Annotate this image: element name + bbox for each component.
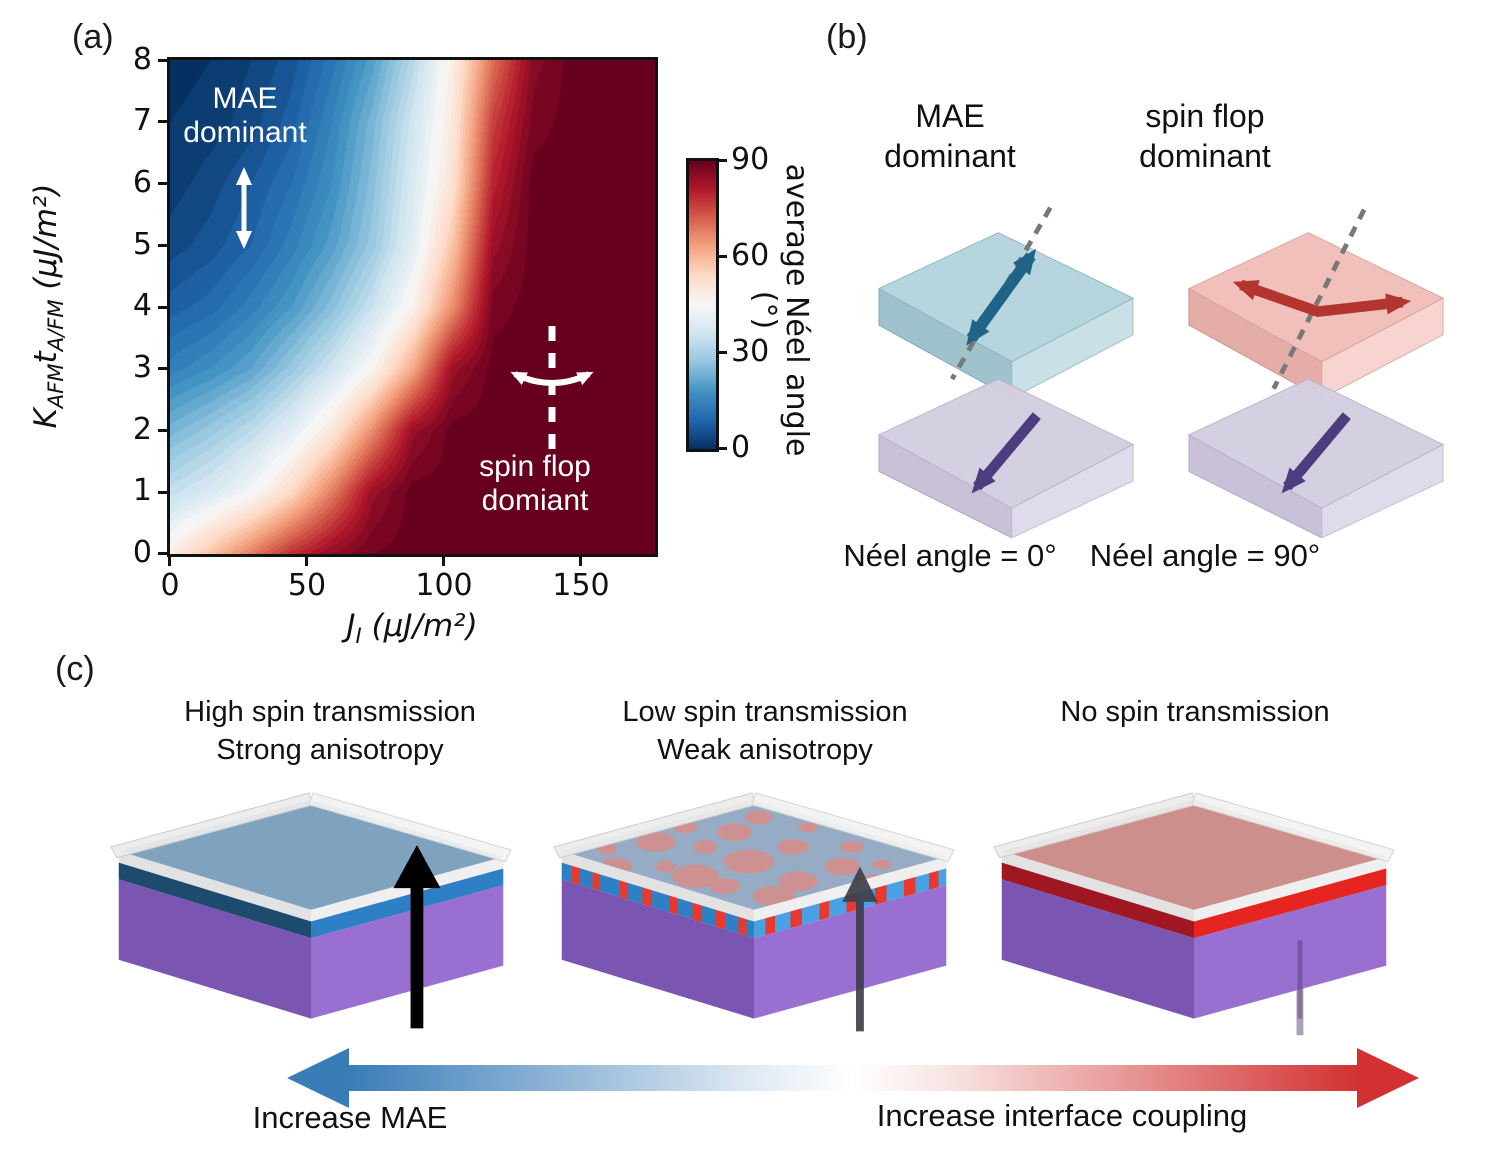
x-tick-label: 0 [160,568,180,603]
y-tick [158,244,167,247]
colorbar-tick-label: 90 [731,142,770,177]
colorbar-label: average Néel angle (°) [747,163,814,457]
fm-slab-lavender [1187,378,1445,538]
increase-coupling-label: Increase interface coupling [876,1098,1248,1133]
y-axis-label: KAFMtA/FM (μJ/m²) [28,183,69,429]
spin-flop-schematic [1187,208,1445,538]
phase-diagram-plot [167,57,658,557]
neel-angle-0-caption: Néel angle = 0° [843,538,1057,573]
x-tick-label: 150 [552,568,610,603]
y-tick-label: 4 [132,288,152,323]
capping-layer-rim [751,792,955,863]
y-tick [158,306,167,309]
mae-coupling-axis-arrow [287,1048,1419,1108]
colorbar-tick-label: 60 [731,238,770,273]
x-tick-label: 100 [415,568,473,603]
low-transmission-box [553,792,955,1032]
mixed-domain-stripe-layer [754,868,947,939]
capping-layer-rim [308,792,512,863]
mae-dominant-title: MAE dominant [884,98,1016,174]
y-tick-label: 8 [132,42,152,77]
left-arrowhead [287,1048,349,1108]
colorbar [686,158,719,452]
y-tick [158,367,167,370]
no-transmission-box [993,792,1395,1036]
neel-vector-arrow [966,248,1037,346]
afm-slab-blue [877,232,1135,400]
y-tick [158,552,167,555]
layered-stack-red [993,792,1395,1019]
capping-layer-rim [1191,792,1395,863]
panel-b-label: (b) [826,18,868,56]
y-tick-label: 1 [132,473,152,508]
spin-current-arrow-weak [842,866,878,1032]
x-axis-label: JI (μJ/m²) [346,608,478,649]
colorbar-tick [719,255,727,258]
x-tick-label: 50 [287,568,327,603]
y-tick-label: 3 [132,350,152,385]
fm-magnetization-arrow [1281,412,1351,494]
mixed-domain-stripe-layer [561,862,754,939]
y-tick [158,59,167,62]
neel-vector-flopped-arrow [1232,279,1412,318]
neel-angle-heatmap [170,60,655,554]
panel-c-label: (c) [55,650,95,688]
y-tick-label: 6 [132,165,152,200]
fm-slab-lavender [877,378,1135,538]
y-tick [158,182,167,185]
colorbar-tick [719,351,727,354]
y-tick-label: 5 [132,227,152,262]
x-tick [579,557,582,566]
x-tick [442,557,445,566]
colorbar-tick-label: 0 [731,430,751,465]
spin-current-arrow-strong [393,844,441,1029]
right-arrowhead [1357,1048,1419,1108]
panel-a-label: (a) [72,18,114,56]
low-transmission-caption: Low spin transmission Weak anisotropy [622,696,908,766]
y-tick-label: 2 [132,412,152,447]
layered-stack-mixed [553,792,955,1019]
y-tick-label: 7 [132,103,152,138]
y-tick [158,429,167,432]
y-tick [158,120,167,123]
colorbar-gradient [689,161,716,449]
increase-mae-label: Increase MAE [252,1100,448,1135]
x-tick [305,557,308,566]
no-transmission-caption: No spin transmission [1060,696,1330,728]
colorbar-tick [719,447,727,450]
colorbar-tick-label: 30 [731,334,770,369]
neel-angle-90-caption: Néel angle = 90° [1089,538,1321,573]
high-transmission-box [110,792,512,1029]
layered-stack [110,792,512,1019]
fm-magnetization-arrow [971,412,1041,494]
spin-flop-dominant-title: spin flop dominant [1139,98,1271,174]
mae-dominant-schematic [877,206,1135,538]
y-tick [158,491,167,494]
high-transmission-caption: High spin transmission Strong anisotropy [184,696,476,766]
y-tick-label: 0 [132,535,152,570]
x-tick [168,557,171,566]
colorbar-tick [719,159,727,162]
